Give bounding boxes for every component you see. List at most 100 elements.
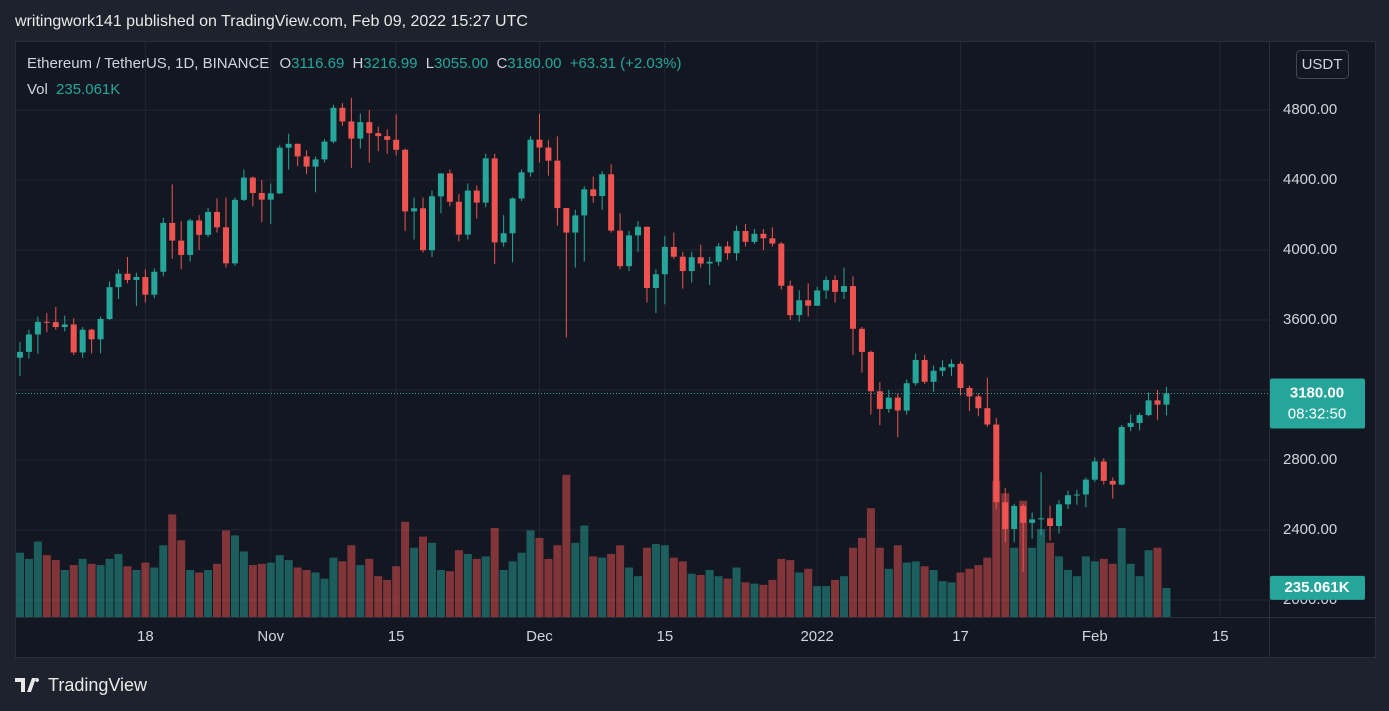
currency-button[interactable]: [1296, 50, 1349, 79]
candle-body: [841, 286, 848, 292]
candle-body: [428, 196, 435, 251]
currency-label[interactable]: USDT: [1302, 56, 1343, 73]
candle-body: [1011, 505, 1018, 529]
legend-h-label: H: [352, 55, 363, 72]
candle-body: [975, 396, 982, 409]
volume-bar: [1072, 576, 1081, 617]
candle-body: [375, 133, 382, 137]
candle-body: [196, 220, 203, 235]
legend-c-value: 3180.00: [507, 55, 561, 72]
volume-bar: [248, 565, 257, 617]
candle-body: [420, 208, 427, 251]
volume-bar: [69, 565, 78, 617]
candle-body: [25, 334, 32, 352]
candle-body: [473, 190, 480, 203]
candle-body: [715, 246, 722, 262]
candle-body: [590, 189, 597, 196]
candle-body: [1064, 495, 1071, 505]
candle-body: [957, 363, 964, 388]
volume-bar: [983, 557, 992, 617]
volume-bar: [320, 578, 329, 617]
candle-body: [52, 322, 59, 328]
y-tick-label: 3600.00: [1283, 311, 1337, 328]
candle-body: [214, 211, 221, 228]
volume-bar: [884, 568, 893, 617]
candle-body: [1154, 400, 1161, 405]
volume-bar: [723, 578, 732, 617]
candle-body: [894, 397, 901, 411]
candle-body: [984, 408, 991, 425]
volume-bar: [893, 545, 902, 617]
x-tick-label: 2022: [800, 628, 833, 645]
volume-bar: [239, 551, 248, 617]
volume-bar: [580, 525, 589, 617]
legend: Ethereum / TetherUS, 1D, BINANCE O3116.6…: [27, 55, 681, 72]
candle-body: [321, 141, 328, 160]
candle-body: [285, 143, 292, 148]
candle-body: [169, 222, 176, 241]
volume-bar: [365, 558, 374, 617]
volume-bar: [132, 570, 141, 617]
volume-bar: [472, 558, 481, 617]
volume-bar: [168, 514, 177, 617]
volume-bar: [1153, 547, 1162, 617]
candle-body: [312, 159, 319, 167]
candle-body: [330, 107, 337, 142]
volume-bar: [741, 582, 750, 617]
volume-bar: [60, 570, 69, 617]
volume-bar: [1144, 550, 1153, 617]
candle-body: [742, 230, 749, 242]
y-tick-label: 4400.00: [1283, 171, 1337, 188]
candle-body: [814, 290, 821, 306]
candle-body: [643, 226, 650, 289]
candle-body: [1038, 518, 1045, 520]
volume-bar: [1063, 570, 1072, 617]
volume-bar: [777, 558, 786, 617]
volume-bar: [956, 572, 965, 617]
y-tick-label: 2400.00: [1283, 521, 1337, 538]
volume-bar: [1046, 542, 1055, 617]
volume-bar: [293, 567, 302, 617]
volume-bar: [221, 530, 230, 617]
volume-bar: [508, 561, 517, 617]
volume-bar: [1162, 587, 1171, 617]
volume-bar: [750, 583, 759, 617]
volume-bar: [33, 541, 42, 617]
candle-body: [554, 160, 561, 209]
candle-body: [867, 351, 874, 392]
candle-body: [402, 149, 409, 212]
candle-body: [688, 257, 695, 272]
candle-body: [16, 351, 23, 358]
candle-body: [939, 367, 946, 371]
volume-bar: [96, 565, 105, 617]
volume-bar: [1108, 563, 1117, 617]
x-tick-label: 17: [952, 628, 969, 645]
candle-body: [446, 173, 453, 202]
candle-body: [97, 319, 104, 340]
candle-body: [733, 230, 740, 254]
candle-body: [339, 107, 346, 122]
logo-icon: [15, 678, 40, 692]
candle-body: [635, 226, 641, 236]
volume-bar: [732, 567, 741, 617]
candle-body: [751, 233, 758, 242]
candle-body: [34, 321, 41, 335]
candle-body: [88, 329, 95, 340]
candle-body: [1073, 494, 1080, 496]
header: writingwork141 published on TradingView.…: [14, 13, 528, 30]
volume-bar: [177, 540, 186, 617]
candle-body: [858, 328, 865, 352]
candle-body: [482, 158, 489, 203]
candle-body: [1020, 505, 1027, 523]
candle-body: [876, 391, 883, 409]
volume-bar: [625, 567, 634, 617]
candle-body: [294, 143, 301, 157]
candle-body: [849, 286, 856, 329]
candle-body: [500, 233, 507, 243]
volume-bar: [678, 561, 687, 617]
countdown-label: 08:32:50: [1288, 406, 1346, 423]
volume-bar: [266, 562, 275, 617]
y-tick-label: 2800.00: [1283, 451, 1337, 468]
volume-bar: [275, 555, 284, 617]
volume-bar: [831, 579, 840, 617]
